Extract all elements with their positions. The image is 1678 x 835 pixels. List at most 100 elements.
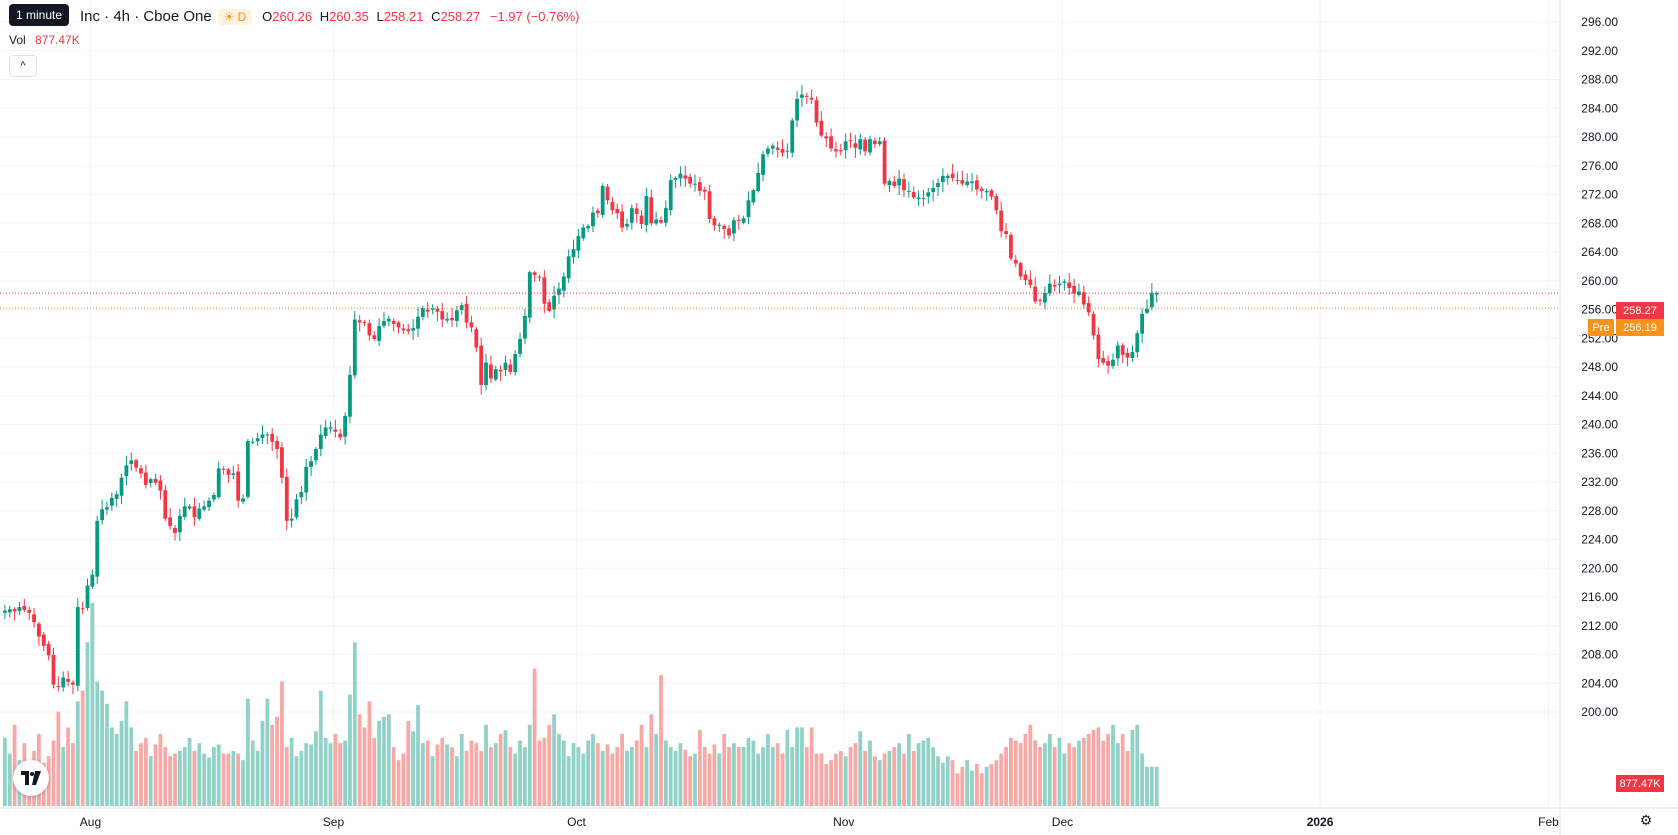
candle-body (66, 678, 70, 682)
volume-bar (882, 753, 887, 806)
volume-bar (318, 690, 323, 806)
volume-bar (498, 733, 503, 806)
volume-bars (3, 602, 1159, 806)
volume-bar (508, 747, 513, 806)
candle-body (508, 364, 513, 373)
volume-bar (527, 724, 532, 806)
volume-bar (474, 743, 479, 806)
close-value: 258.27 (440, 9, 481, 24)
volume-bar (868, 740, 872, 806)
volume-bar (450, 747, 454, 806)
candle-body (454, 310, 459, 321)
candle-body (391, 320, 396, 324)
candle-body (1043, 292, 1047, 303)
candle-body (1096, 334, 1101, 360)
candle-body (124, 465, 129, 477)
candle-body (766, 148, 770, 154)
volume-bar (299, 750, 304, 806)
volume-bar (532, 668, 537, 806)
candle-body (518, 338, 522, 354)
candle-body (226, 469, 231, 475)
volume-label: Vol (9, 33, 26, 47)
candle-body (177, 515, 182, 533)
x-tick-label: Aug (80, 815, 101, 829)
volume-bar (153, 744, 158, 806)
candle-body (960, 180, 965, 184)
y-tick-label: 228.00 (1581, 504, 1618, 518)
volume-bar (1081, 737, 1086, 806)
volume-bar (780, 753, 785, 806)
volume-axis-tag: 877.47K (1616, 775, 1664, 792)
volume-bar (1135, 724, 1140, 806)
premarket-price-tag: 256.19 (1616, 319, 1664, 336)
candle-body (148, 479, 153, 483)
volume-bar (3, 737, 7, 806)
y-tick-label: 296.00 (1581, 15, 1618, 29)
volume-bar (260, 720, 265, 806)
candle-body (1067, 282, 1072, 288)
candle-body (299, 492, 304, 498)
y-tick-label: 280.00 (1581, 130, 1618, 144)
volume-bar (1125, 750, 1130, 806)
volume-bar (654, 733, 659, 806)
volume-bar (897, 743, 902, 806)
volume-bar (177, 750, 182, 806)
candle-body (1149, 292, 1154, 308)
gear-icon[interactable]: ⚙ (1639, 811, 1653, 828)
candle-body (595, 210, 600, 214)
candle-body (328, 427, 333, 429)
candle-body (732, 220, 736, 234)
volume-bar (265, 698, 270, 806)
volume-bar (1062, 753, 1067, 806)
volume-bar (411, 731, 416, 806)
candle-body (591, 212, 595, 227)
volume-bar (226, 753, 231, 806)
volume-bar (275, 716, 279, 806)
time-axis[interactable]: Aug Sep Oct Nov Dec 2026 Feb (80, 815, 1559, 829)
volume-bar (663, 740, 668, 806)
candle-body (284, 476, 289, 521)
y-tick-label: 284.00 (1581, 101, 1618, 115)
candle-body (450, 317, 454, 321)
candle-body (27, 609, 32, 613)
volume-bar (503, 730, 508, 806)
candle-body (100, 509, 104, 521)
volume-bar (1086, 733, 1091, 806)
candle-body (537, 276, 542, 278)
candle-body (221, 468, 226, 470)
candle-body (931, 188, 936, 193)
candle-body (814, 100, 819, 123)
volume-bar (566, 756, 571, 806)
volume-bar (965, 760, 970, 806)
price-lines (0, 292, 1560, 309)
candle-body (1013, 259, 1018, 264)
candle-body (712, 218, 717, 226)
candle-body (785, 150, 790, 152)
volume-bar (955, 773, 960, 806)
candle-body (965, 181, 970, 185)
price-axis[interactable]: 296.00 292.00 288.00 284.00 280.00 276.00 272.… (1581, 15, 1618, 719)
volume-bar (683, 749, 688, 806)
volume-bar (629, 747, 634, 806)
candle-body (7, 609, 12, 613)
collapse-legend-button[interactable]: ^ (9, 55, 37, 77)
volume-bar (945, 756, 950, 806)
tradingview-logo-icon[interactable] (13, 760, 49, 796)
volume-bar (1009, 737, 1013, 806)
session-badge[interactable]: ☀ D (217, 8, 253, 25)
volume-bar (581, 753, 586, 806)
volume-bar (1013, 740, 1018, 806)
volume-bar (697, 730, 702, 806)
volume-bar (348, 694, 352, 806)
candle-body (352, 319, 357, 376)
volume-bar (211, 747, 216, 806)
volume-bar (105, 703, 109, 806)
candle-body (527, 272, 532, 318)
candle-body (838, 150, 843, 152)
candle-body (348, 374, 352, 417)
candle-body (1091, 313, 1096, 336)
symbol-title[interactable]: Inc · 4h · Cboe One (80, 8, 212, 25)
y-tick-label: 212.00 (1581, 619, 1618, 633)
